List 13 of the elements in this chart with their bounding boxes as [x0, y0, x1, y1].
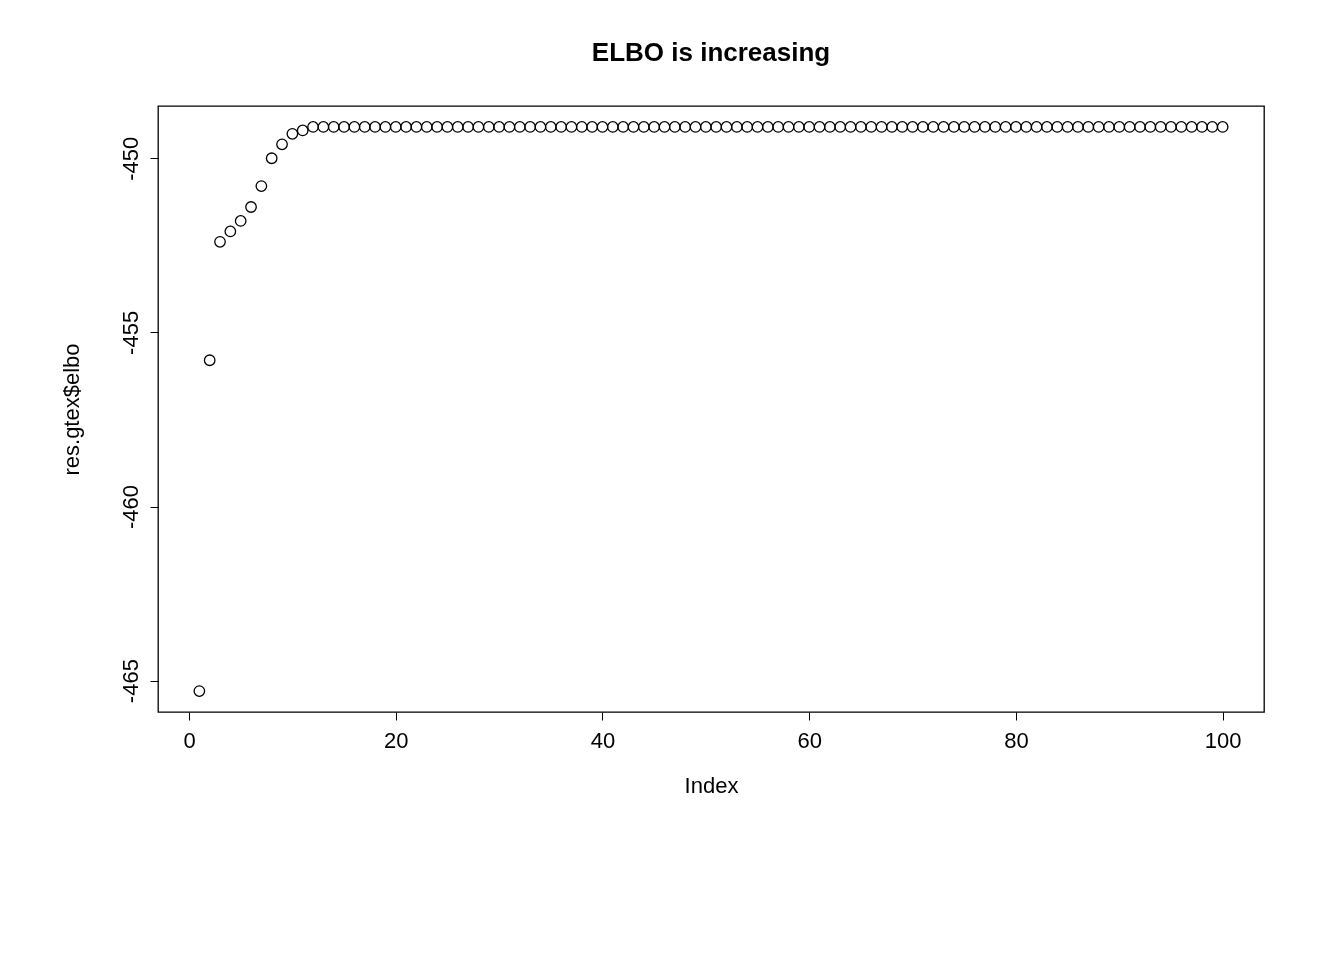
- x-tick-label: 0: [183, 727, 196, 753]
- chart-title: ELBO is increasing: [591, 37, 831, 67]
- y-tick-label: -455: [117, 310, 143, 355]
- x-axis-title: Index: [684, 772, 739, 798]
- y-axis-title: res.gtex$elbo: [58, 343, 84, 476]
- x-tick-label: 100: [1204, 727, 1242, 753]
- y-tick-label: -460: [117, 484, 143, 530]
- y-tick-label: -450: [117, 136, 143, 181]
- y-tick-label: -465: [117, 659, 143, 704]
- x-tick-label: 40: [590, 727, 616, 753]
- x-tick-label: 80: [1004, 727, 1029, 753]
- x-tick-label: 60: [797, 727, 822, 753]
- x-tick-label: 20: [384, 727, 409, 753]
